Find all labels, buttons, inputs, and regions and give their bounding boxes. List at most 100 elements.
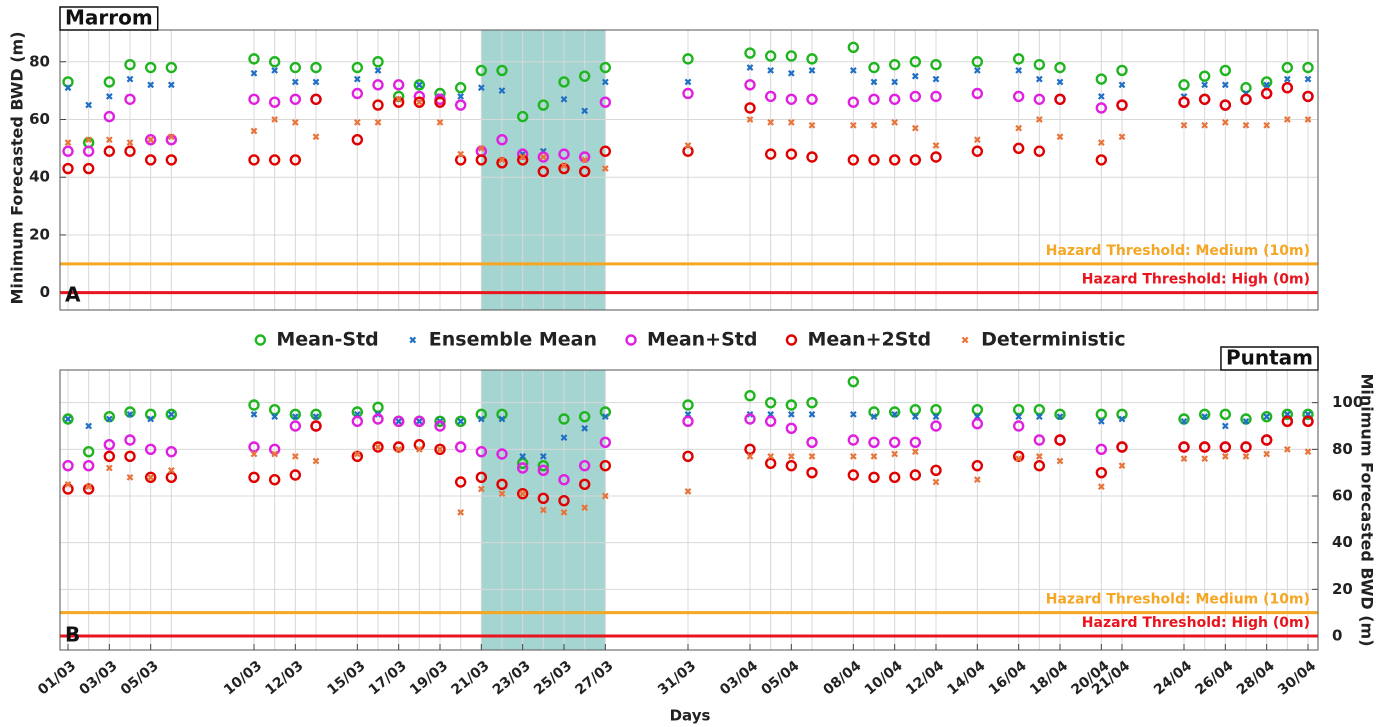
marker-circle <box>289 420 302 432</box>
marker-circle <box>744 102 756 114</box>
marker-circle <box>1095 443 1108 456</box>
marker-cross <box>167 466 175 474</box>
marker-cross <box>1201 413 1209 421</box>
legend-label: Ensemble Mean <box>429 329 597 351</box>
title-box <box>59 6 159 31</box>
marker-circle <box>103 76 116 88</box>
x-tick-label: 10/04 <box>862 658 906 699</box>
marker-circle <box>1054 93 1066 105</box>
marker-cross <box>1056 78 1064 86</box>
marker-circle <box>1095 73 1108 85</box>
marker-circle <box>103 410 116 423</box>
marker-cross <box>1097 483 1105 491</box>
marker-cross <box>891 410 899 418</box>
y-axis-label: Minimum Forecasted BWD (m) <box>8 31 27 304</box>
marker-circle <box>103 450 116 463</box>
marker-circle <box>682 87 694 100</box>
marker-cross <box>374 118 382 126</box>
marker-circle <box>392 415 405 428</box>
marker-circle <box>372 79 384 91</box>
marker-circle <box>1198 70 1211 82</box>
marker-circle <box>351 87 364 100</box>
marker-circle <box>82 145 95 157</box>
marker-circle <box>248 399 260 411</box>
marker-cross <box>395 417 403 425</box>
marker-cross <box>1201 81 1209 89</box>
marker-circle <box>806 53 818 65</box>
marker-circle <box>82 459 95 472</box>
x-tick-label: 05/04 <box>758 658 802 699</box>
marker-cross <box>271 116 279 123</box>
marker-circle <box>1260 434 1273 446</box>
marker-circle <box>165 61 178 74</box>
marker-cross <box>560 162 568 170</box>
marker-circle <box>744 389 756 402</box>
marker-circle <box>847 375 860 388</box>
marker-cross <box>539 506 547 514</box>
marker-cross <box>291 413 299 421</box>
marker-circle <box>806 93 818 105</box>
marker-cross <box>105 415 113 423</box>
marker-cross <box>1180 121 1188 129</box>
marker-circle <box>372 99 384 111</box>
marker-cross <box>891 78 899 86</box>
x-tick-label: 14/04 <box>944 658 988 699</box>
marker-circle <box>868 471 880 484</box>
y-tick-label: 80 <box>29 52 50 70</box>
marker-circle <box>124 58 136 71</box>
marker-cross <box>539 452 547 460</box>
marker-circle <box>1033 93 1046 105</box>
marker-circle <box>268 473 281 486</box>
x-tick-label: 30/04 <box>1275 658 1319 699</box>
panel-label: A <box>65 283 81 307</box>
marker-circle <box>599 61 612 74</box>
marker-cross <box>395 445 403 453</box>
y-tick-label: 60 <box>1332 487 1353 505</box>
marker-cross <box>849 452 857 460</box>
marker-cross <box>746 64 754 71</box>
marker-circle <box>165 445 178 458</box>
marker-circle <box>971 403 984 416</box>
marker-circle <box>82 445 95 458</box>
marker-circle <box>558 162 570 175</box>
threshold-label: Hazard Threshold: High (0m) <box>1082 615 1310 631</box>
marker-circle <box>971 87 984 100</box>
marker-circle <box>434 96 446 108</box>
marker-circle <box>806 396 818 409</box>
marker-circle <box>1012 90 1025 103</box>
marker-cross <box>519 452 527 460</box>
marker-cross <box>147 415 155 423</box>
marker-circle <box>434 415 446 428</box>
marker-cross <box>870 121 878 129</box>
marker-circle <box>144 133 157 146</box>
marker-circle <box>103 438 116 451</box>
marker-circle <box>1198 408 1211 421</box>
marker-cross <box>477 144 485 152</box>
marker-circle <box>1302 408 1314 421</box>
x-tick-label: 12/04 <box>903 658 947 699</box>
marker-circle <box>413 79 426 91</box>
marker-cross <box>415 98 423 106</box>
x-tick-label: 01/03 <box>35 658 79 699</box>
legend-label: Deterministic <box>981 329 1126 351</box>
marker-circle <box>268 154 281 166</box>
marker-cross <box>477 485 485 493</box>
marker-cross <box>787 118 795 126</box>
marker-cross <box>250 410 258 418</box>
x-tick-label: 15/03 <box>324 658 368 699</box>
marker-circle <box>930 151 942 163</box>
marker-cross <box>64 415 72 423</box>
marker-circle <box>868 154 880 166</box>
marker-circle <box>372 413 384 425</box>
marker-cross <box>870 413 878 421</box>
x-tick-label: 05/03 <box>118 658 162 699</box>
marker-cross <box>911 448 919 456</box>
marker-cross <box>457 417 465 425</box>
marker-cross <box>167 410 175 418</box>
threshold-label: Hazard Threshold: High (0m) <box>1082 272 1310 288</box>
marker-circle <box>1198 441 1211 453</box>
marker-cross <box>271 67 279 74</box>
marker-circle <box>578 70 591 82</box>
marker-cross <box>911 124 919 132</box>
marker-cross <box>932 413 940 421</box>
